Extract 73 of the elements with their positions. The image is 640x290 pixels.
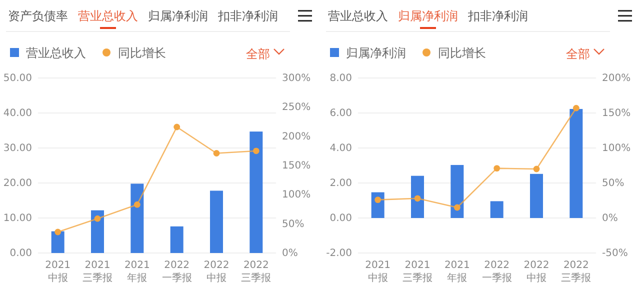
y2-tick-label: 100%	[282, 190, 311, 201]
bar	[490, 201, 504, 218]
y-tick-label: 20.00	[3, 178, 32, 189]
bar	[130, 184, 144, 253]
bar	[570, 108, 583, 218]
x-tick-label: 2022 中报	[204, 260, 230, 284]
bar	[170, 226, 184, 253]
x-tick-label: 2021 年报	[124, 260, 150, 284]
y-tick-label: 0.00	[330, 213, 352, 224]
x-tick-label: 2022 三季报	[561, 260, 592, 284]
x-tick-label: 2021 中报	[365, 260, 391, 284]
y-tick-label: 10.00	[3, 213, 32, 224]
y-tick-label: 40.00	[3, 108, 32, 119]
point	[94, 215, 101, 222]
y2-tick-label: 150%	[602, 108, 631, 119]
point	[414, 195, 421, 202]
point	[494, 165, 500, 172]
y2-tick-label: 0%	[282, 248, 298, 259]
y-tick-label: 6.00	[330, 108, 352, 119]
text: 全部	[246, 47, 270, 61]
point	[134, 201, 140, 208]
text: 资产负债率	[8, 9, 68, 23]
y2-tick-label: 150%	[282, 160, 311, 172]
y2-tick-label: 200%	[282, 131, 311, 142]
x-tick-label: 2022 三季报	[241, 260, 272, 284]
y-tick-label: 50.00	[3, 73, 32, 84]
bar	[250, 132, 263, 253]
x-tick-label: 2022 一季报	[482, 260, 512, 284]
point	[533, 166, 540, 172]
y-tick-label: -2.00	[326, 248, 352, 259]
bar	[530, 174, 543, 218]
y-tick-label: 2.00	[330, 178, 352, 189]
legend-label: 同比增长	[118, 46, 166, 60]
x-tick-label: 2021 三季报	[402, 260, 432, 284]
chart-title: 营业总收入	[78, 9, 138, 23]
y2-tick-label: 100%	[602, 143, 631, 154]
point	[252, 148, 260, 154]
point	[572, 104, 580, 112]
point	[54, 228, 62, 236]
x-tick-label: 2021 中报	[45, 260, 71, 284]
chart-title: 归属净利润	[398, 9, 458, 23]
point	[213, 150, 220, 156]
y-tick-label: 8.00	[330, 73, 352, 84]
y-tick-label: 4.00	[330, 143, 352, 154]
bar	[411, 176, 424, 218]
y2-tick-label: 50%	[282, 218, 304, 230]
legend-label: 归属净利润	[346, 46, 406, 60]
point	[174, 124, 180, 130]
y2-tick-label: 250%	[282, 102, 311, 114]
text: 营业总收入	[328, 9, 388, 23]
bar	[91, 210, 104, 253]
y2-tick-label: 50%	[602, 178, 624, 189]
x-tick-label: 2021 三季报	[82, 260, 112, 284]
legend-label: 营业总收入	[26, 46, 86, 60]
y-tick-label: 30.00	[3, 143, 32, 154]
text: 全部	[566, 47, 590, 61]
y-tick-label: 0.00	[10, 248, 32, 259]
x-tick-label: 2021 年报	[444, 260, 470, 284]
x-tick-label: 2022 中报	[524, 260, 550, 284]
y2-tick-label: 0%	[602, 213, 618, 224]
x-tick-label: 2022 一季报	[162, 260, 192, 284]
text: 扣非净利润	[217, 9, 278, 23]
y2-tick-label: 300%	[282, 73, 311, 84]
text: 归属净利润	[148, 9, 208, 23]
y2-tick-label: 200%	[602, 73, 631, 84]
point	[374, 196, 382, 203]
text: 扣非净利润	[467, 9, 528, 23]
legend-label: 同比增长	[438, 46, 486, 60]
bar	[210, 190, 223, 253]
bar	[450, 164, 464, 218]
bar	[51, 231, 64, 253]
y2-tick-label: -50%	[602, 248, 628, 259]
point	[454, 204, 460, 211]
